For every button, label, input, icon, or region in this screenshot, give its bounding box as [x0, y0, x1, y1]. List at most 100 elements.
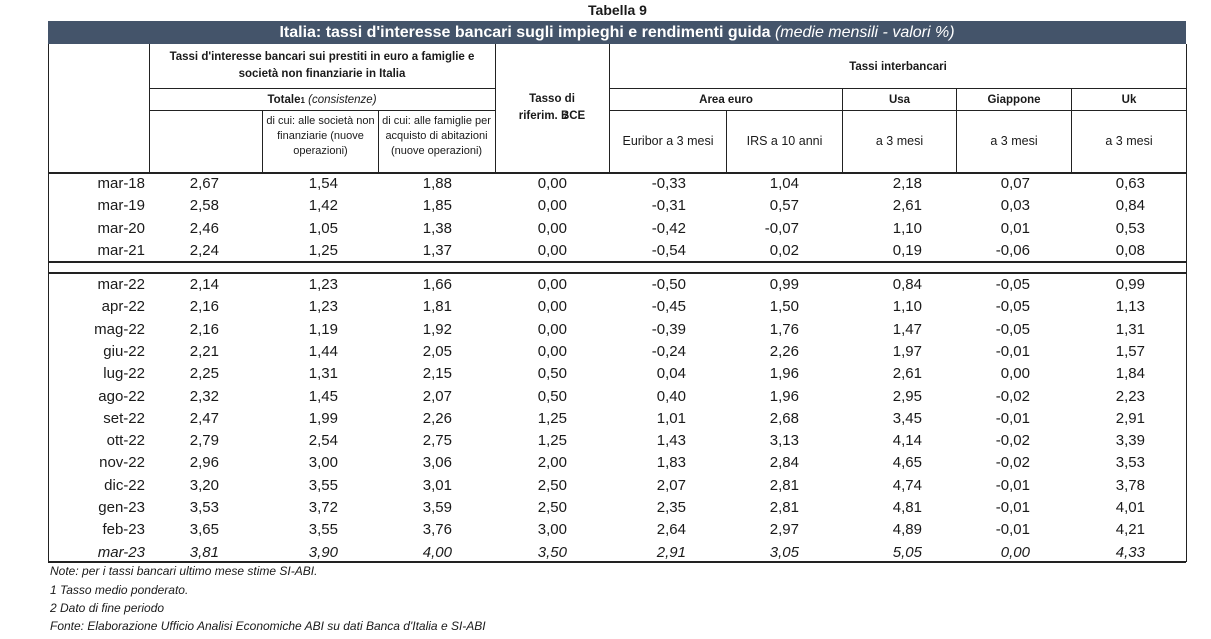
cell-families: 1,88	[422, 175, 452, 192]
cell-companies: 1,44	[308, 342, 338, 360]
section-separator	[48, 261, 1186, 263]
footnote-2-marker: 2	[564, 111, 569, 120]
cell-irs: 2,81	[769, 499, 799, 516]
cell-totale: 2,46	[189, 219, 219, 237]
table-row: set-22 2,47 1,99 2,26 1,25 1,01 2,68 3,45 -0,01 2…	[48, 408, 1186, 430]
cell-companies: 2,54	[308, 432, 338, 450]
cell-uk: 4,33	[1115, 543, 1145, 561]
cell-families: 1,66	[422, 276, 452, 293]
cell-irs: 3,05	[769, 543, 799, 561]
cell-families: 3,06	[422, 454, 452, 472]
cell-irs: 1,96	[769, 365, 799, 383]
cell-month: mar-21	[97, 241, 145, 259]
cell-japan: -0,05	[995, 276, 1030, 293]
cell-usa: 5,05	[892, 543, 922, 561]
table-row: mag-22 2,16 1,19 1,92 0,00 -0,39 1,76 1,47 -0,05…	[48, 319, 1186, 341]
cell-totale: 2,25	[189, 365, 219, 383]
header-divider	[609, 44, 610, 172]
border-bottom	[48, 561, 1186, 563]
cell-euribor: -0,39	[651, 320, 686, 338]
cell-euribor: -0,45	[651, 298, 686, 316]
cell-uk: 4,21	[1115, 521, 1145, 539]
cell-totale: 2,58	[189, 197, 219, 215]
cell-ecb: 2,50	[537, 476, 567, 494]
table-row: ott-22 2,79 2,54 2,75 1,25 1,43 3,13 4,14 -0,02 3…	[48, 430, 1186, 452]
cell-japan: 0,00	[1000, 543, 1030, 561]
cell-families: 1,85	[422, 197, 452, 215]
usa-sub-header: a 3 mesi	[875, 133, 924, 148]
cell-families: 3,01	[422, 476, 452, 494]
table-row: dic-22 3,20 3,55 3,01 2,50 2,07 2,81 4,74 -0,01 3…	[48, 475, 1186, 497]
area-euro-header: Area euro	[699, 93, 753, 106]
cell-usa: 0,84	[892, 276, 922, 293]
cell-usa: 2,18	[892, 175, 922, 192]
cell-euribor: 2,91	[656, 543, 686, 561]
header-divider	[495, 44, 496, 172]
cell-companies: 1,42	[308, 197, 338, 215]
cell-ecb: 3,50	[537, 543, 567, 561]
uk-sub-header: a 3 mesi	[1105, 133, 1153, 148]
cell-families: 1,92	[422, 320, 452, 338]
cell-families: 3,76	[422, 521, 452, 539]
cell-usa: 4,89	[892, 521, 922, 539]
cell-ecb: 0,00	[537, 175, 567, 192]
border-left	[48, 44, 49, 562]
cell-month: set-22	[103, 409, 145, 427]
cell-ecb: 0,00	[537, 197, 567, 215]
cell-families: 2,75	[422, 432, 452, 450]
cell-irs: 1,50	[769, 298, 799, 316]
header-hline	[610, 88, 1186, 89]
uk-header: Uk	[1121, 93, 1137, 106]
cell-irs: -0,07	[764, 219, 799, 237]
cell-uk: 3,39	[1115, 432, 1145, 450]
cell-euribor: 1,83	[656, 454, 686, 472]
cell-month: giu-22	[103, 342, 145, 360]
cell-families: 2,15	[422, 365, 452, 383]
interbank-header: Tassi interbancari	[849, 60, 947, 73]
cell-euribor: -0,42	[651, 219, 686, 237]
cell-uk: 4,01	[1115, 499, 1145, 516]
table-row: lug-22 2,25 1,31 2,15 0,50 0,04 1,96 2,61 0,00 1,…	[48, 363, 1186, 385]
cell-companies: 1,25	[308, 241, 338, 259]
cell-companies: 1,23	[308, 298, 338, 316]
cell-irs: 0,57	[769, 197, 799, 215]
header-divider	[1071, 88, 1072, 172]
totale-note: (consistenze)	[308, 93, 377, 106]
totale-header: Totale 1 (consistenze)	[150, 90, 494, 110]
cell-uk: 1,31	[1115, 320, 1145, 338]
cell-euribor: -0,50	[651, 276, 686, 293]
cell-euribor: 1,43	[656, 432, 686, 450]
cell-ecb: 0,00	[537, 241, 567, 259]
cell-japan: -0,02	[995, 387, 1030, 405]
section-separator	[48, 272, 1186, 274]
cell-companies: 1,99	[308, 409, 338, 427]
cell-japan: -0,01	[995, 409, 1030, 427]
cell-companies: 1,54	[308, 175, 338, 192]
cell-irs: 2,68	[769, 409, 799, 427]
cell-ecb: 2,50	[537, 499, 567, 516]
cell-month: nov-22	[99, 454, 145, 472]
cell-month: ago-22	[98, 387, 145, 405]
header-divider	[956, 88, 957, 172]
cell-totale: 2,96	[189, 454, 219, 472]
table-row: mar-23 3,81 3,90 4,00 3,50 2,91 3,05 5,05 0,00 4,…	[48, 542, 1186, 564]
table-row: apr-22 2,16 1,23 1,81 0,00 -0,45 1,50 1,10 -0,05…	[48, 296, 1186, 318]
table-row: mar-21 2,24 1,25 1,37 0,00 -0,54 0,02 0,19 -0,06…	[48, 240, 1186, 262]
loans-group-header: Tassi d'interesse bancari sui prestiti i…	[169, 51, 475, 80]
cell-irs: 2,97	[769, 521, 799, 539]
cell-japan: 0,00	[1000, 365, 1030, 383]
cell-month: gen-23	[98, 499, 145, 516]
cell-month: mar-18	[97, 175, 145, 192]
cell-usa: 4,14	[892, 432, 922, 450]
totale-label: Totale	[267, 93, 301, 106]
cell-families: 2,26	[422, 409, 452, 427]
cell-japan: -0,06	[995, 241, 1030, 259]
table-label: Tabella 9	[588, 2, 647, 18]
cell-japan: -0,05	[995, 298, 1030, 316]
header-divider	[378, 110, 379, 172]
cell-month: dic-22	[104, 476, 145, 494]
cell-month: mar-19	[97, 197, 145, 215]
cell-ecb: 0,50	[537, 387, 567, 405]
cell-japan: -0,01	[995, 521, 1030, 539]
ecb-label: Tasso di riferim. BCE	[518, 93, 586, 122]
